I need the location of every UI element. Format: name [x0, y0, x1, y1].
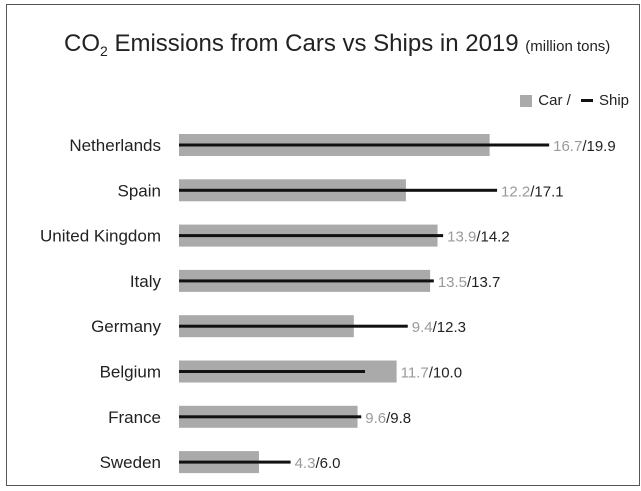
category-label: Italy — [130, 272, 162, 291]
value-label: 11.7/10.0 — [401, 365, 462, 382]
ship-line — [179, 370, 365, 373]
value-label: 4.3/6.0 — [295, 455, 341, 472]
car-value-label: 9.6 — [365, 410, 386, 427]
ship-value-label: /12.3 — [433, 319, 466, 336]
value-label: 12.2/17.1 — [501, 183, 564, 200]
ship-line — [179, 415, 362, 419]
chart-title: CO2 Emissions from Cars vs Ships in 2019… — [64, 30, 611, 59]
category-label: Sweden — [100, 453, 161, 472]
category-label: Belgium — [100, 363, 161, 382]
car-value-label: 4.3 — [295, 455, 316, 472]
ship-line — [179, 234, 444, 238]
car-value-label: 16.7 — [553, 138, 582, 155]
category-label: France — [108, 408, 161, 427]
ship-value-label: /10.0 — [429, 365, 462, 382]
legend-separator: / — [562, 92, 575, 109]
category-label: Germany — [91, 317, 161, 336]
car-value-label: 13.5 — [438, 274, 467, 291]
ship-value-label: /6.0 — [315, 455, 340, 472]
ship-value-label: /14.2 — [476, 229, 509, 246]
ship-value-label: /19.9 — [582, 138, 615, 155]
value-label: 13.5/13.7 — [438, 274, 501, 291]
car-value-label: 12.2 — [501, 183, 530, 200]
chart-legend: Car / Ship — [520, 92, 629, 109]
category-label: Netherlands — [69, 136, 161, 155]
legend-car-swatch — [520, 94, 533, 107]
legend-ship-swatch — [580, 99, 593, 102]
ship-line — [179, 324, 408, 328]
title-unit: (million tons) — [525, 38, 611, 55]
ship-line — [179, 460, 291, 464]
value-label: 13.9/14.2 — [447, 229, 510, 246]
value-label: 16.7/19.9 — [553, 138, 616, 155]
ship-value-label: /17.1 — [530, 183, 563, 200]
category-label: United Kingdom — [40, 227, 161, 246]
ship-value-label: /9.8 — [386, 410, 411, 427]
legend-ship-label: Ship — [598, 92, 629, 109]
value-label: 9.4/12.3 — [412, 319, 466, 336]
ship-line — [179, 279, 434, 283]
ship-line — [179, 188, 498, 192]
title-subscript: 2 — [100, 43, 108, 59]
car-value-label: 13.9 — [447, 229, 476, 246]
title-main: CO — [64, 30, 100, 57]
car-value-label: 11.7 — [401, 365, 429, 382]
car-value-label: 9.4 — [412, 319, 433, 336]
value-label: 9.6/9.8 — [365, 410, 411, 427]
category-label: Spain — [118, 181, 161, 200]
ship-value-label: /13.7 — [467, 274, 500, 291]
title-rest: Emissions from Cars vs Ships in 2019 — [107, 30, 526, 57]
ship-line — [179, 143, 550, 147]
legend-car-label: Car — [538, 92, 563, 109]
